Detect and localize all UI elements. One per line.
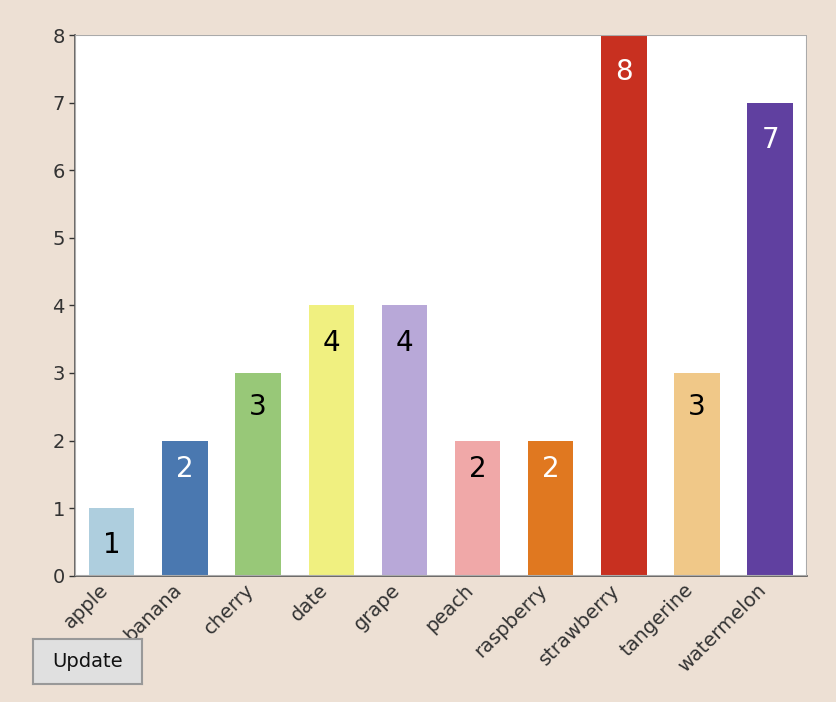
Text: 3: 3 [688,392,706,420]
Text: 2: 2 [176,455,194,483]
Bar [455,441,500,576]
Text: 2: 2 [542,455,559,483]
Bar [747,102,793,576]
Bar [308,305,354,576]
Bar [528,441,573,576]
Bar [162,441,207,576]
Text: Update: Update [53,652,123,671]
Text: 4: 4 [395,329,413,357]
Text: 2: 2 [469,455,487,483]
Text: 3: 3 [249,392,267,420]
Text: 1: 1 [103,531,120,559]
Bar [675,373,720,576]
Bar [601,35,646,576]
Bar [236,373,281,576]
Text: 7: 7 [762,126,779,154]
Bar [89,508,135,576]
Bar [382,305,427,576]
Text: 8: 8 [615,58,633,86]
Text: 4: 4 [323,329,340,357]
